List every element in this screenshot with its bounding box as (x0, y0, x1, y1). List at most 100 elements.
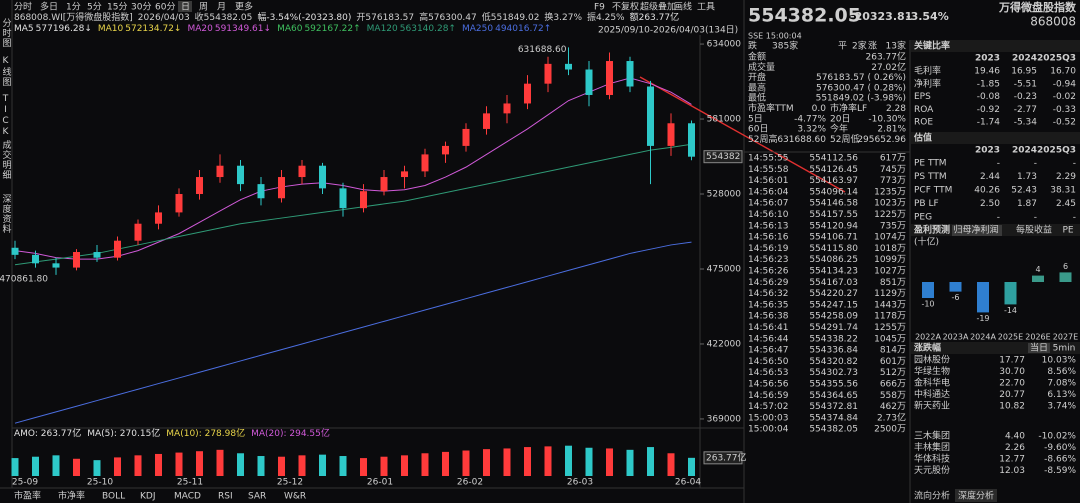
quote-price: 554382.05 (748, 5, 861, 27)
tick-time: 14:56:47 (748, 346, 788, 356)
candle-body (462, 128, 470, 146)
stock-name[interactable]: 新天药业 (914, 400, 950, 412)
forecast-category: 2024A (970, 333, 996, 342)
tool-button[interactable]: 不复权 (612, 1, 639, 13)
tick-price: 554338.22 (809, 334, 858, 344)
trend-line[interactable] (639, 76, 846, 193)
stock-name[interactable]: 丰林集团 (914, 441, 950, 453)
forecast-tab[interactable]: 每股收益 (1016, 224, 1052, 236)
cell-value: - (997, 159, 1000, 169)
menu-tab[interactable]: 15分 (107, 2, 127, 13)
indicator-tab[interactable]: 市盈率 (14, 490, 41, 502)
candle-body (237, 165, 244, 185)
stat-value: 2.28 (886, 104, 906, 114)
sidebar-tab[interactable]: TICK (1, 94, 11, 138)
menu-tab[interactable]: 60分 (155, 2, 175, 13)
tool-button[interactable]: 工具 (697, 2, 715, 13)
volume-bar (319, 454, 326, 476)
indicator-tab[interactable]: 市净率 (58, 490, 85, 502)
menu-tab[interactable]: 1分 (66, 2, 81, 13)
forecast-category: 2027E (1053, 333, 1078, 342)
stat-label: 开盘 (748, 71, 766, 83)
indicator-tab[interactable]: W&R (284, 492, 306, 502)
menu-tab[interactable]: 更多 (235, 1, 253, 13)
stat-label: 52周低 (830, 133, 859, 145)
volume-last-box (703, 451, 743, 465)
tick-time: 14:56:01 (748, 176, 788, 186)
volume-last-label: 263.77亿 (706, 451, 747, 463)
tick-volume: 735万 (880, 221, 906, 231)
forecast-bar (1059, 272, 1072, 282)
menu-tab[interactable]: 分时 (14, 1, 32, 13)
stock-name[interactable]: 金科华电 (914, 377, 950, 389)
stock-name[interactable]: 三木集团 (914, 430, 950, 442)
movers-tab[interactable]: 当日 (1030, 342, 1048, 354)
forecast-value: -14 (1004, 306, 1017, 315)
menu-tab[interactable]: 多日 (40, 1, 58, 13)
indicator-tab[interactable]: MACD (174, 492, 201, 502)
tool-button[interactable]: 超级叠加 (640, 1, 676, 13)
candle-body (114, 240, 121, 258)
tick-volume: 1255万 (874, 323, 906, 333)
volume-bar (380, 456, 388, 476)
stat-value: -4.77% (794, 114, 826, 124)
ma-name: MA5 (14, 24, 34, 34)
indicator-tab[interactable]: BOLL (102, 492, 125, 502)
sidebar-tab[interactable]: 分时图 (1, 18, 12, 48)
tick-volume: 512万 (880, 368, 906, 378)
sidebar-tab[interactable]: K线图 (1, 56, 12, 87)
indicator-tab[interactable]: SAR (248, 492, 266, 502)
stat-label: 成交量 (748, 61, 775, 73)
column-header: 2025Q3 (1037, 54, 1076, 64)
high-label: 631688.60 (518, 45, 567, 55)
sidebar-tab[interactable]: 深度资料 (1, 194, 12, 234)
tick-volume: 1178万 (874, 312, 906, 322)
tick-time: 14:55:58 (748, 165, 789, 175)
stat-value: 551849.02 (-3.98%) (816, 94, 906, 104)
stock-name[interactable]: 华体科技 (914, 453, 950, 465)
footer-tab[interactable]: 深度分析 (958, 490, 994, 502)
tick-time: 14:56:44 (748, 334, 789, 344)
tick-time: 14:56:35 (748, 300, 788, 310)
candle-body (175, 194, 183, 213)
indicator-tab[interactable]: KDJ (140, 492, 156, 502)
menu-tab[interactable]: 日 (181, 2, 190, 13)
tool-button[interactable]: F9 (594, 3, 605, 13)
info-item: 2026/04/03 (138, 13, 190, 23)
candle-body (155, 212, 162, 224)
stat-label: 金额 (748, 51, 766, 63)
tick-price: 554355.56 (809, 380, 858, 390)
low-label: 470861.80 (0, 274, 48, 284)
stock-name[interactable]: 天元股份 (914, 464, 950, 476)
stat-value: 2.81% (877, 125, 906, 135)
stock-name[interactable]: 华绿生物 (914, 365, 950, 377)
stock-change: 8.56% (1047, 367, 1076, 377)
volume-bar (421, 453, 429, 476)
forecast-tab[interactable]: 归母净利润 (953, 224, 998, 236)
tick-price: 554247.15 (809, 300, 858, 310)
stock-change: -9.60% (1044, 443, 1076, 453)
stock-name[interactable]: 园林股份 (914, 354, 950, 366)
ma-value: 572134.72↓ (125, 24, 181, 34)
breadth-item: 平 (838, 41, 847, 52)
stat-value: 263.77亿 (866, 51, 907, 63)
indicator-tab[interactable]: RSI (218, 492, 233, 502)
movers-tab[interactable]: 5min (1053, 344, 1076, 354)
stock-name[interactable]: 中科通达 (914, 388, 950, 400)
menu-tab[interactable]: 30分 (131, 2, 151, 13)
tick-volume: 2500万 (874, 425, 906, 435)
tool-button[interactable]: 画线 (674, 1, 692, 13)
forecast-value: -10 (921, 300, 934, 309)
footer-tab[interactable]: 流向分析 (914, 490, 950, 502)
info-item: 收554382.05 (195, 11, 253, 23)
sidebar-tab[interactable]: 成交明细 (1, 139, 12, 180)
menu-tab[interactable]: 周 (199, 2, 208, 13)
ma-name: MA250 (462, 24, 493, 34)
forecast-bar (949, 282, 962, 292)
forecast-tab[interactable]: PE (1062, 226, 1073, 236)
menu-tab[interactable]: 月 (217, 2, 226, 13)
cell-value: - (1073, 159, 1076, 169)
tick-price: 554382.05 (809, 425, 858, 435)
menu-tab[interactable]: 5分 (87, 2, 102, 13)
cell-value: 52.43 (1011, 186, 1037, 196)
